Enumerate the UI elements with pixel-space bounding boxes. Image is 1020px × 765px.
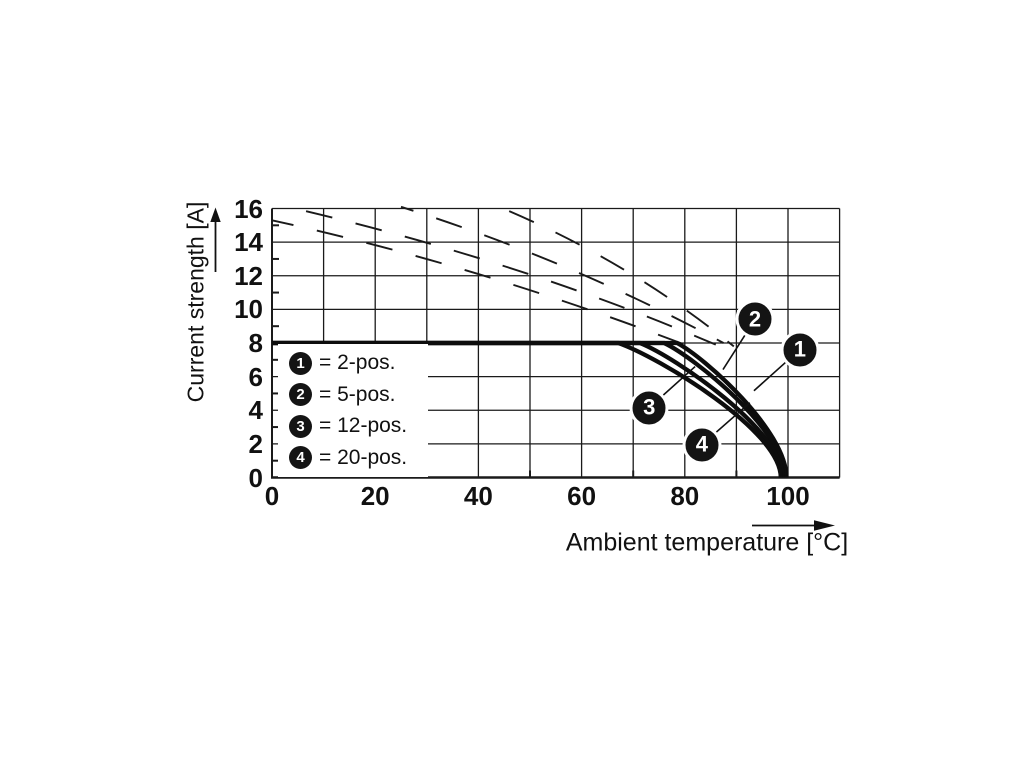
dashed-derating-guide — [400, 205, 724, 344]
legend-item: 2 = 5-pos. — [289, 383, 428, 407]
curve-badge-1: 1 — [780, 330, 820, 370]
x-tick-label: 40 — [463, 481, 493, 511]
derating-curve-5-pos. — [272, 340, 788, 478]
dashed-guide-lines — [271, 205, 735, 348]
y-tick-label: 16 — [234, 193, 263, 224]
x-tick-label: 20 — [360, 481, 390, 511]
legend-item-label: = 12-pos. — [319, 414, 408, 438]
legend-item-label: = 2-pos. — [319, 351, 396, 375]
x-axis-arrow-icon — [752, 520, 835, 531]
dashed-derating-guide — [498, 205, 735, 348]
curve-badge-2: 2 — [735, 299, 775, 339]
x-axis-title: Ambient temperature [°C] — [565, 528, 849, 557]
legend-item: 1 = 2-pos. — [289, 351, 428, 375]
legend-item-label: = 5-pos. — [319, 382, 396, 406]
y-tick-label: 12 — [234, 260, 263, 291]
x-tick-label: 80 — [670, 481, 700, 511]
legend-box: 1 = 2-pos. 2 = 5-pos. 3 = 12-pos. 4 = 20-pos. — [278, 344, 428, 477]
y-tick-label: 6 — [248, 361, 263, 392]
legend-number-icon: 1 — [289, 351, 312, 375]
y-axis-title: Current strength [A] — [182, 201, 209, 403]
legend-number-icon: 2 — [289, 383, 312, 407]
curve-badge-3: 3 — [629, 388, 669, 428]
dashed-derating-guide — [271, 219, 686, 346]
derating-curve-12-pos. — [272, 340, 785, 478]
y-tick-label: 4 — [248, 395, 263, 426]
x-tick-label: 0 — [264, 481, 280, 511]
derating-curve-20-pos. — [272, 340, 783, 478]
legend-number-icon: 4 — [289, 446, 312, 470]
y-tick-label: 8 — [248, 328, 263, 358]
legend-item: 3 = 12-pos. — [289, 414, 428, 438]
x-tick-label: 100 — [766, 481, 810, 511]
grid-lines — [271, 207, 841, 479]
dashed-derating-guide — [287, 205, 717, 346]
y-tick-label: 2 — [248, 428, 263, 459]
x-tick-label: 60 — [567, 481, 597, 511]
derating-curves — [272, 340, 789, 478]
legend-item: 4 = 20-pos. — [289, 446, 428, 470]
y-axis-arrow-icon — [210, 207, 221, 272]
y-tick-label: 14 — [234, 227, 263, 258]
legend-item-label: = 20-pos. — [319, 445, 408, 469]
curve-badge-4: 4 — [682, 425, 722, 465]
y-tick-label: 10 — [234, 294, 263, 325]
y-tick-label: 0 — [248, 462, 263, 493]
legend-number-icon: 3 — [289, 414, 312, 438]
